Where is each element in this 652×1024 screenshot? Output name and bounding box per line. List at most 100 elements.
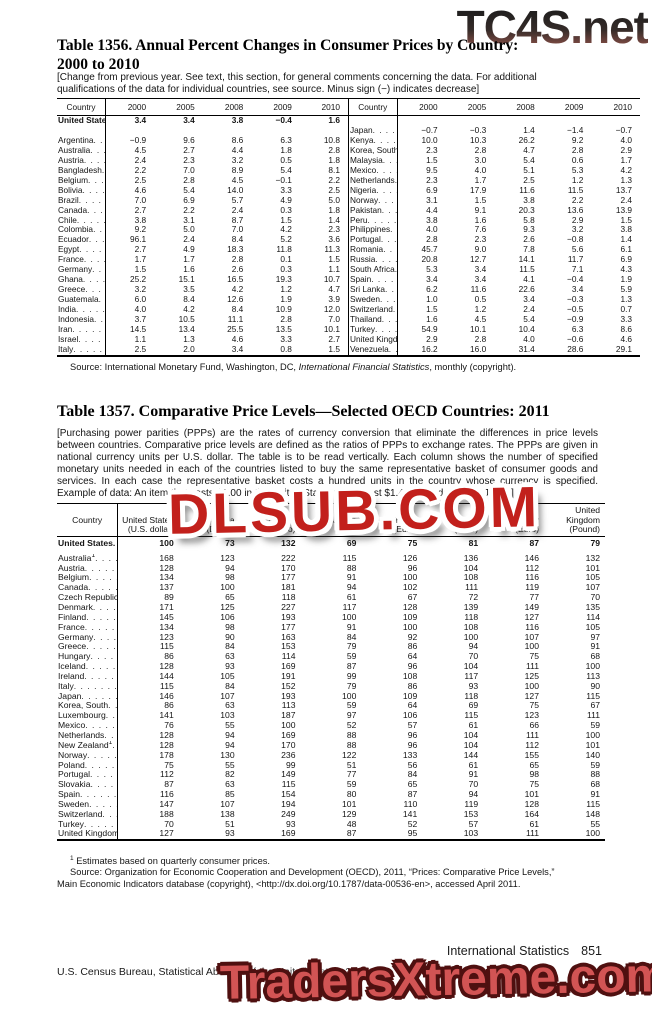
country-cell-content: United States — [57, 537, 117, 549]
value-cell: 129 — [342, 808, 357, 819]
value-cell: 4.9 — [183, 244, 195, 255]
value-cell: 194 — [281, 798, 296, 809]
country-cell: Germany — [57, 632, 119, 643]
value-cell: 3.8 — [523, 194, 535, 205]
value-cell: −0.1 — [275, 174, 292, 185]
value-cell: 72 — [468, 592, 479, 603]
value-cell: 100 — [402, 572, 418, 583]
dot-leader — [84, 820, 117, 830]
table-1356-body: United States3.43.43.8−0.41.6Japan−0.7−0… — [57, 115, 640, 356]
value-cell: 3.7 — [134, 314, 147, 325]
value-cell: 10.0 — [421, 134, 438, 145]
watermark-tc4s: TC4S.net — [456, 1, 649, 53]
dot-leader — [389, 345, 396, 355]
dot-leader — [88, 583, 117, 593]
column-header-year: 2000 — [419, 102, 438, 112]
country-name: Denmark — [58, 603, 93, 612]
dot-leader — [88, 176, 105, 186]
value-cell: 86 — [164, 700, 174, 711]
column-header: Italy (Euro) — [483, 504, 544, 537]
value-cell: 13.7 — [615, 184, 632, 195]
value-cell: 0.8 — [280, 343, 292, 354]
value-cell: 135 — [585, 602, 600, 612]
value-cell: 128 — [159, 661, 174, 672]
dot-leader — [368, 216, 397, 226]
value-cell: 65 — [407, 779, 418, 790]
country-cell: Hungary — [57, 652, 119, 663]
dot-leader — [99, 295, 105, 305]
value-cell: 0.7 — [620, 304, 632, 315]
dot-leader — [108, 701, 117, 711]
country-cell-content: Norway — [349, 196, 396, 206]
country-cell: Switzerland — [57, 809, 119, 820]
country-cell-content: Switzerland — [349, 305, 396, 315]
footer-section-label: International Statistics — [446, 944, 570, 958]
value-cell: 75 — [164, 759, 174, 770]
value-cell: 3.1 — [426, 194, 438, 205]
country-name: Brazil — [58, 195, 79, 205]
country-cell: Australia — [57, 145, 107, 156]
value-cell: 132 — [281, 537, 296, 548]
value-cell: 12.0 — [299, 304, 349, 316]
value-cell: 1.5 — [474, 194, 487, 205]
country-name: Australia — [58, 145, 91, 155]
dot-leader — [90, 780, 116, 790]
table-row: Mexico 76 55 100 52 57 61 66 59 — [57, 720, 605, 731]
value-cell: 4.0 — [426, 224, 438, 235]
column-header-unit: (Euro) — [393, 524, 418, 535]
value-cell: 169 — [281, 661, 296, 672]
value-cell: 7.0 — [134, 194, 147, 205]
dot-leader — [84, 255, 105, 265]
country-cell-content: Indonesia — [57, 315, 105, 325]
value-cell: 57 — [407, 720, 418, 731]
dot-leader — [378, 196, 396, 206]
value-cell: 92 — [407, 631, 418, 642]
country-cell-content: India — [57, 305, 105, 315]
value-cell: 16.0 — [470, 343, 487, 354]
value-cell: 2.8 — [571, 144, 584, 155]
country-cell-content: Ghana — [57, 275, 105, 285]
value-cell: 10.1 — [470, 324, 487, 335]
value-cell: 3.4 — [474, 274, 487, 285]
value-cell: 118 — [281, 592, 296, 603]
footnote-marker: 1 — [70, 854, 74, 862]
value-cell: 2.8 — [474, 333, 487, 344]
column-header-unit: (Dollar) — [206, 524, 235, 535]
value-cell: 54.9 — [421, 324, 438, 335]
value-cell: 1.5 — [299, 254, 349, 266]
column-header-year: 2009 — [564, 102, 584, 112]
dot-leader — [77, 216, 105, 226]
value-cell: 3.8 — [231, 115, 244, 125]
value-cell: 1.8 — [280, 144, 292, 155]
value-cell: 128 — [524, 798, 539, 809]
dot-leader — [374, 136, 397, 146]
country-cell-content: Portugal — [57, 770, 117, 780]
value-cell: 55 — [225, 720, 235, 731]
value-cell: 101 — [342, 798, 357, 809]
value-cell: 10.4 — [518, 324, 535, 335]
value-cell: 141 — [159, 710, 174, 721]
country-cell: Turkey — [57, 819, 119, 830]
country-cell: Canada — [57, 205, 107, 216]
country-name: Germany — [58, 632, 94, 642]
country-name: Italy — [58, 681, 74, 691]
value-cell: 4.0 — [620, 134, 632, 145]
dot-leader — [93, 603, 117, 613]
value-cell: 1.7 — [134, 254, 147, 265]
value-cell: 4.5 — [474, 314, 487, 325]
value-cell: 119 — [525, 582, 539, 593]
country-cell: Norway — [57, 750, 119, 761]
column-header-name: Mexico — [268, 514, 296, 525]
value-cell: 116 — [525, 572, 539, 583]
dot-leader — [390, 225, 396, 235]
table-1357: Country United States (U.S. dollar) Canada(… — [57, 503, 605, 842]
value-cell: 31.4 — [518, 343, 535, 354]
value-cell: 177 — [281, 572, 296, 583]
value-cell: 2.9 — [571, 214, 584, 225]
table-1356-note: [Change from previous year. See text, th… — [57, 72, 537, 96]
table-row: Luxembourg 141 103 187 97 106 115 123 111 — [57, 710, 605, 722]
country-cell: Sweden — [348, 295, 398, 306]
country-name: Turkey — [58, 819, 84, 829]
country-name: France — [58, 255, 84, 265]
